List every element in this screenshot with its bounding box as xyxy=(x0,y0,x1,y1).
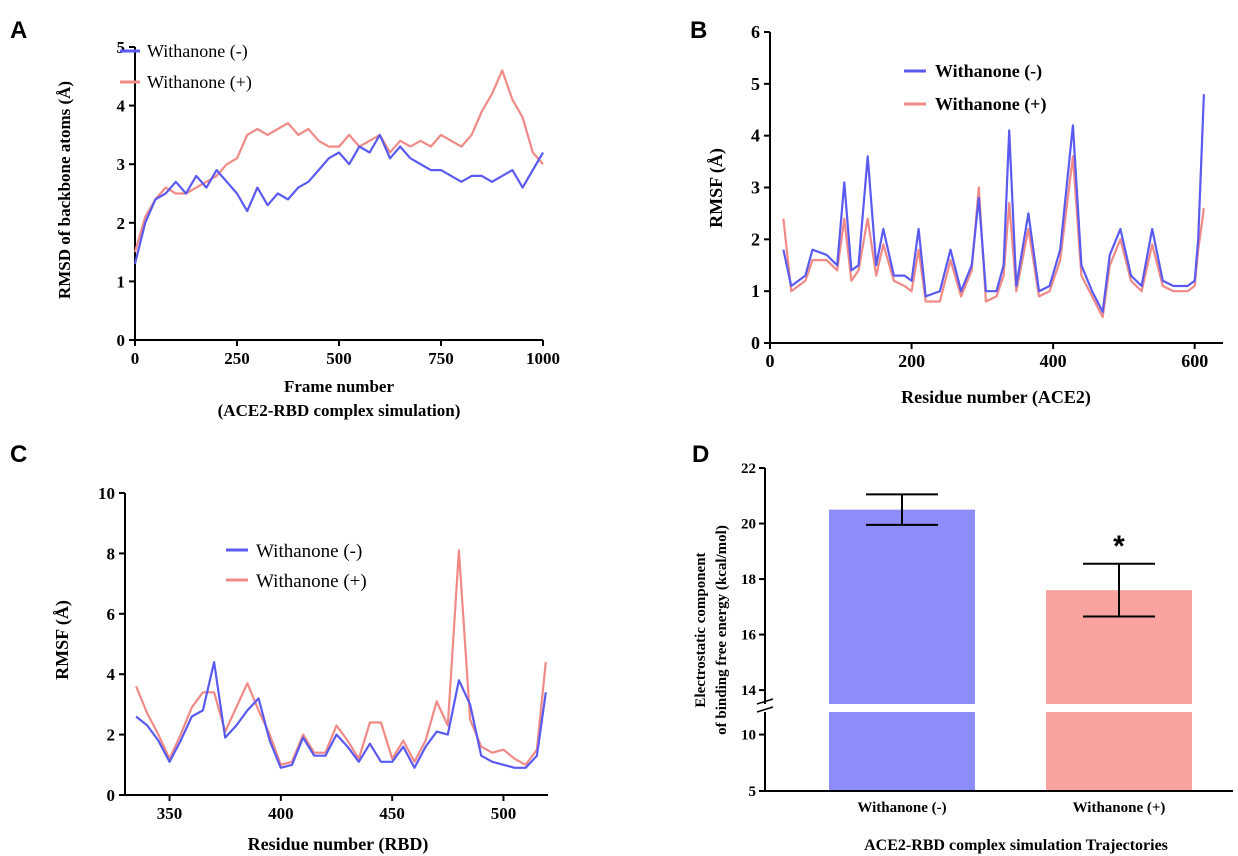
panel-c-xtick-label-1: 400 xyxy=(268,804,294,823)
panel-d-category-1: Withanone (+) xyxy=(1073,800,1166,816)
panel-d-xlabel: ACE2-RBD complex simulation Trajectories xyxy=(864,837,1168,854)
panel-d-ytick-label-upper-4: 22 xyxy=(741,461,756,477)
panel-c-ytick-label-0: 0 xyxy=(107,786,116,805)
panel-c-ytick-label-4: 8 xyxy=(107,544,116,563)
panel-c-ytick-label-1: 2 xyxy=(107,726,116,745)
panel-b-legend-1: Withanone (+) xyxy=(935,94,1046,115)
panel-a-legend: Withanone (-) Withanone (+) xyxy=(120,41,252,93)
panel-b-xtick-label-0: 0 xyxy=(766,351,775,371)
panel-b-ytick-label-5: 5 xyxy=(751,74,760,94)
panel-c-xtick-label-0: 350 xyxy=(157,804,183,823)
panel-a-xlabel: Frame number xyxy=(284,377,394,396)
panel-a-ytick-label-3: 3 xyxy=(117,155,126,174)
panel-a-ytick-label-1: 1 xyxy=(117,272,126,291)
panel-d-errorbar-0 xyxy=(866,493,938,526)
panel-a-legend-0: Withanone (-) xyxy=(147,41,248,62)
panel-a-series-1 xyxy=(133,69,544,253)
panel-d-bar-lower-1 xyxy=(1046,712,1192,791)
panel-a-xlabel2: (ACE2-RBD complex simulation) xyxy=(218,401,461,420)
panel-d-ytick-label-lower-1: 10 xyxy=(741,728,756,744)
panel-d-errorbar-1 xyxy=(1083,562,1155,618)
panel-a-xtick-label-2: 500 xyxy=(326,349,352,368)
panel-d-ytick-label-lower-0: 5 xyxy=(749,784,757,800)
panel-c-xtick-label-3: 500 xyxy=(491,804,517,823)
panel-d-ylabel: Electrostatic component xyxy=(693,552,709,707)
panel-a-ytick-label-0: 0 xyxy=(117,331,126,350)
panel-b-series-1 xyxy=(782,155,1205,319)
panel-b-ylabel: RMSF (Å) xyxy=(706,148,727,228)
panel-a-series-0 xyxy=(133,133,544,265)
panel-a-xtick-label-1: 250 xyxy=(224,349,250,368)
panel-b-legend-0: Withanone (-) xyxy=(935,61,1042,82)
panel-a-ytick-label-2: 2 xyxy=(117,214,126,233)
panel-b-ytick-label-4: 4 xyxy=(751,126,760,146)
panel-b-letter: B xyxy=(690,17,707,44)
panel-b-xtick-label-1: 200 xyxy=(898,351,925,371)
panel-b-series-0 xyxy=(782,94,1205,313)
panel-d-ytick-label-upper-1: 16 xyxy=(741,628,757,644)
panel-d-axis-break xyxy=(756,698,774,713)
panel-d-category-0: Withanone (-) xyxy=(857,800,946,816)
panel-d-ytick-label-upper-3: 20 xyxy=(741,517,756,533)
panel-b-ytick-label-6: 6 xyxy=(751,22,760,42)
panel-b-legend: Withanone (-) Withanone (+) xyxy=(904,61,1046,115)
panel-a-xtick-label-3: 750 xyxy=(428,349,454,368)
panel-c-legend: Withanone (-) Withanone (+) xyxy=(226,541,367,592)
panel-b-ytick-label-2: 2 xyxy=(751,229,760,249)
panel-b-ytick-label-1: 1 xyxy=(751,281,760,301)
panel-b-ytick-label-0: 0 xyxy=(751,333,760,353)
panel-c-legend-0: Withanone (-) xyxy=(256,541,362,562)
panel-b: B 0 200 400 600 0 1 2 3 4 5 6 Residue number (ACE2… xyxy=(690,17,1223,408)
panel-a: A 0 250 500 750 1000 0 1 2 3 4 5 Frame number (ACE… xyxy=(10,17,560,420)
panel-d-ylabel2: of binding free energy (kcal/mol) xyxy=(714,525,730,735)
panel-c-xlabel: Residue number (RBD) xyxy=(248,834,429,855)
panel-d-letter: D xyxy=(692,441,709,468)
panel-b-ytick-label-3: 3 xyxy=(751,178,760,198)
panel-d-bar-lower-0 xyxy=(829,712,975,791)
panel-c-xtick-label-2: 450 xyxy=(379,804,405,823)
panel-c-ytick-label-5: 10 xyxy=(98,484,115,503)
panel-c-ytick-label-3: 6 xyxy=(107,605,116,624)
panel-d-significance-1: * xyxy=(1113,530,1125,563)
panel-a-ylabel: RMSD of backbone atoms (Å) xyxy=(55,81,74,299)
panel-a-letter: A xyxy=(10,17,27,44)
panel-c-legend-1: Withanone (+) xyxy=(256,571,367,592)
panel-a-ytick-label-4: 4 xyxy=(117,97,126,116)
panel-c-ylabel: RMSF (Å) xyxy=(52,600,73,680)
panel-d: D * Withanone (-) Withanone (+) 14 16 18 20 22… xyxy=(692,441,1233,854)
panel-a-xtick-label-4: 1000 xyxy=(526,349,560,368)
panel-c-series-0 xyxy=(135,660,547,769)
panel-b-xtick-label-2: 400 xyxy=(1040,351,1067,371)
panel-a-legend-1: Withanone (+) xyxy=(147,72,252,93)
panel-b-xlabel: Residue number (ACE2) xyxy=(901,387,1091,408)
panel-d-ytick-label-upper-2: 18 xyxy=(741,572,756,588)
panel-c: C 350 400 450 500 0 2 4 6 8 10 Residue number (RB… xyxy=(10,441,548,855)
panel-c-ytick-label-2: 4 xyxy=(107,665,116,684)
panel-c-letter: C xyxy=(10,441,27,468)
panel-a-ytick-label-5: 5 xyxy=(117,38,126,57)
panel-d-bar-upper-0 xyxy=(829,509,975,704)
panel-b-xtick-label-3: 600 xyxy=(1181,351,1208,371)
panel-d-ytick-label-upper-0: 14 xyxy=(741,683,757,699)
panel-a-xtick-label-0: 0 xyxy=(131,349,140,368)
